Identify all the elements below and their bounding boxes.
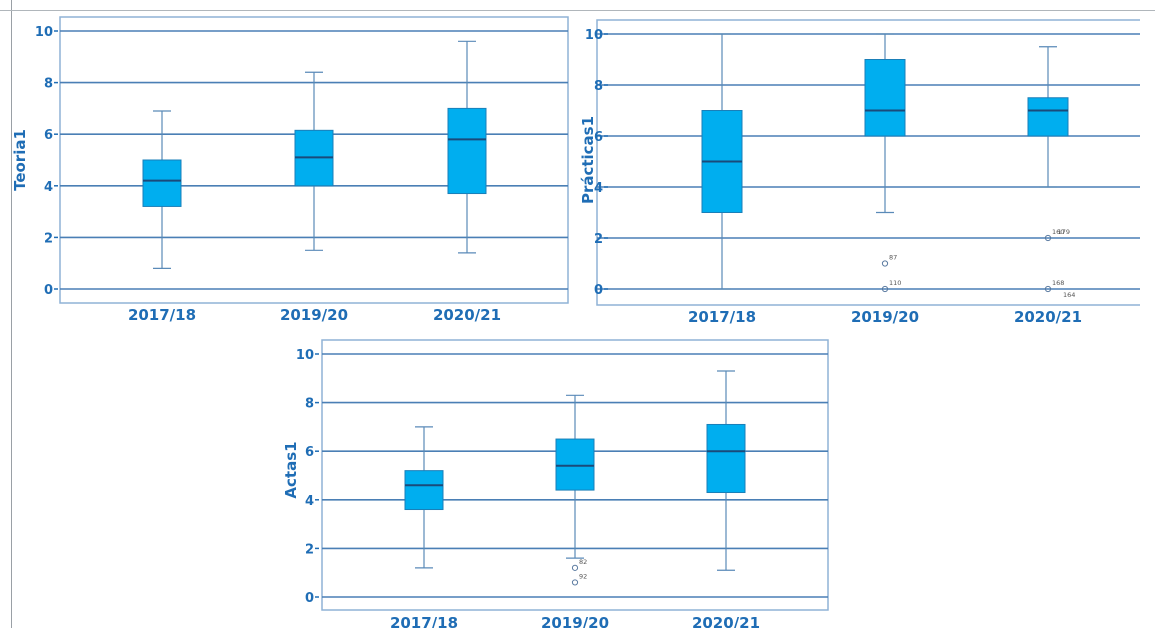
outlier-label: 92 — [579, 572, 587, 580]
y-tick-label: 6 — [44, 128, 53, 143]
y-axis-label: Teoria1 — [11, 129, 29, 191]
outlier-label: 87 — [889, 254, 897, 262]
x-category-label: 2020/21 — [433, 306, 501, 324]
outlier-label: 110 — [889, 279, 901, 287]
y-tick-label: 0 — [305, 591, 314, 606]
outlier-point — [1044, 285, 1052, 293]
outlier-label: 168 — [1052, 279, 1064, 287]
box-iqr — [706, 423, 746, 494]
y-tick-label: 2 — [305, 542, 314, 557]
teoria1-boxplot: 0 2 4 6 8 10 Teoria1 2017/18 2019/20 2020/21 — [11, 16, 569, 324]
box-iqr — [864, 59, 906, 137]
x-category-label: 2019/20 — [541, 614, 609, 628]
y-tick-label: 6 — [594, 130, 603, 145]
box-iqr — [555, 438, 595, 491]
outlier-point — [571, 579, 579, 586]
x-category-label: 2019/20 — [851, 308, 919, 326]
outlier-point — [571, 564, 579, 571]
y-tick-label: 4 — [305, 494, 314, 509]
y-tick-label: 10 — [585, 28, 603, 43]
y-tick-label: 8 — [594, 79, 603, 94]
y-tick-label: 8 — [305, 397, 314, 412]
box-iqr — [404, 470, 444, 511]
outlier-label: 82 — [579, 558, 587, 566]
x-category-label: 2020/21 — [1014, 308, 1082, 326]
outlier-label: 179 — [1058, 228, 1070, 236]
x-category-label: 2020/21 — [692, 614, 760, 628]
y-axis-label: Prácticas1 — [579, 116, 597, 204]
y-tick-label: 0 — [44, 283, 53, 298]
box-iqr — [142, 159, 182, 207]
plot-frame — [321, 339, 829, 611]
x-category-label: 2017/18 — [688, 308, 756, 326]
outlier-label: 164 — [1063, 291, 1075, 299]
outlier-point — [1044, 234, 1052, 242]
y-tick-label: 4 — [44, 180, 53, 195]
outlier-label: 160 — [1052, 228, 1064, 236]
image-top-border — [0, 10, 1155, 11]
y-tick-label: 2 — [594, 232, 603, 247]
outlier-point — [881, 260, 889, 267]
box-iqr — [1027, 97, 1069, 137]
plot-frame — [59, 16, 569, 304]
y-tick-label: 10 — [35, 25, 53, 40]
x-category-label: 2017/18 — [390, 614, 458, 628]
y-tick-label: 4 — [594, 181, 603, 196]
plot-frame — [596, 19, 1140, 306]
x-category-label: 2017/18 — [128, 306, 196, 324]
y-tick-label: 0 — [594, 283, 603, 298]
x-category-label: 2019/20 — [280, 306, 348, 324]
y-tick-label: 10 — [296, 348, 314, 363]
image-left-border — [0, 0, 12, 628]
box-iqr — [447, 107, 487, 195]
y-tick-label: 6 — [305, 445, 314, 460]
y-axis-label: Actas1 — [282, 441, 300, 498]
outlier-point — [881, 285, 889, 293]
y-tick-label: 8 — [44, 77, 53, 92]
y-tick-label: 2 — [44, 231, 53, 246]
